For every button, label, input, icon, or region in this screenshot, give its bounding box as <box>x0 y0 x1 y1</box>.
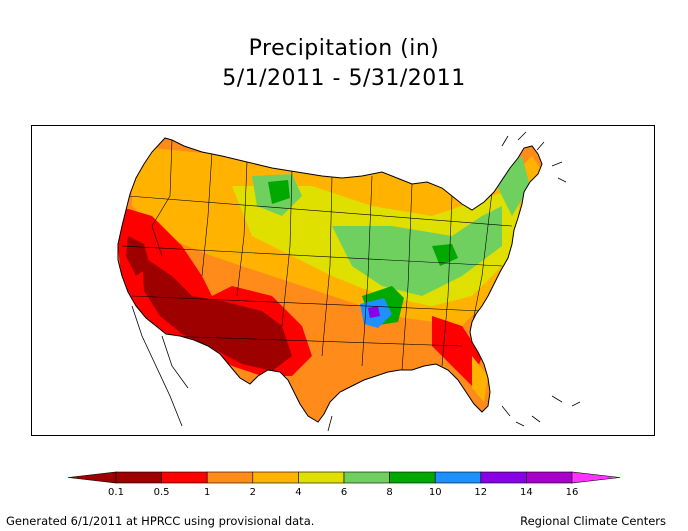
legend-swatch <box>434 471 482 484</box>
legend-label: 6 <box>341 487 347 497</box>
legend-swatch <box>343 471 390 484</box>
legend-swatch <box>161 471 208 484</box>
generated-note: Generated 6/1/2011 at HPRCC using provis… <box>6 514 315 528</box>
map-title: Precipitation (in) <box>248 36 440 61</box>
legend-label: 8 <box>386 487 392 497</box>
legend-swatch <box>480 471 527 484</box>
map-date-range: 5/1/2011 - 5/31/2011 <box>222 66 466 91</box>
legend-swatch <box>252 471 299 484</box>
legend-colorbar: 0.1 0.5 1 2 4 6 8 10 12 14 16 <box>67 471 621 497</box>
legend-label: 1 <box>204 487 210 497</box>
legend-label: 2 <box>250 487 256 497</box>
legend-label: 0.1 <box>108 487 124 497</box>
credits: Regional Climate Centers <box>520 514 666 528</box>
legend-low-arrow <box>67 471 117 484</box>
legend-swatch <box>115 471 162 484</box>
legend-label: 0.5 <box>154 487 170 497</box>
legend-swatch <box>206 471 254 484</box>
legend-label: 4 <box>295 487 301 497</box>
precipitation-fields <box>118 138 542 422</box>
legend-label: 12 <box>474 487 487 497</box>
precipitation-legend: 0.1 0.5 1 2 4 6 8 10 12 14 16 <box>66 469 622 497</box>
legend-label: 14 <box>520 487 533 497</box>
legend-label: 16 <box>566 487 579 497</box>
legend-swatch <box>298 471 345 484</box>
legend-label: 10 <box>429 487 442 497</box>
legend-high-arrow <box>571 471 621 484</box>
us-precipitation-map <box>117 131 581 432</box>
map-panel <box>31 125 655 436</box>
neighboring-coastlines <box>131 131 581 432</box>
legend-swatch <box>389 471 436 484</box>
legend-swatch <box>526 471 573 484</box>
state-boundaries <box>121 139 513 371</box>
